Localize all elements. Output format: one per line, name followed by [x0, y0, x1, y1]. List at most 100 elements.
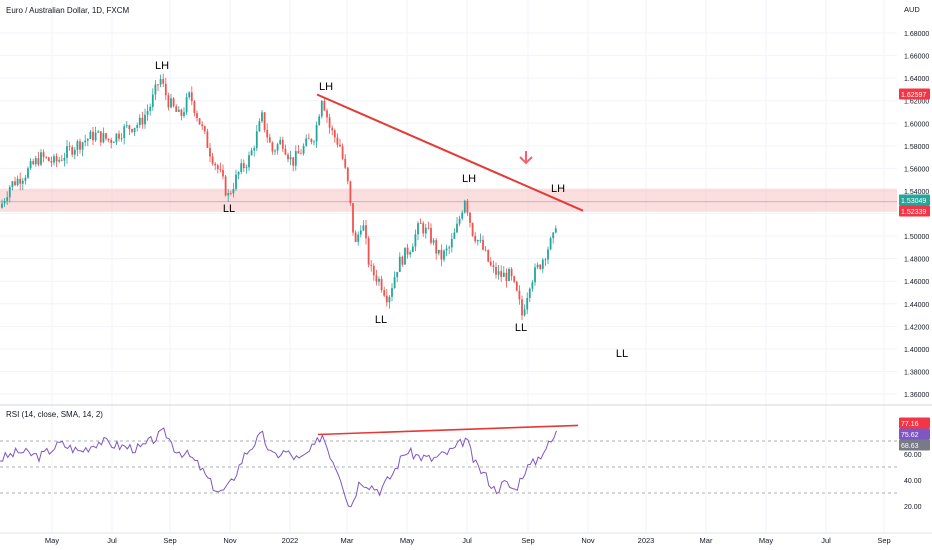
candle-body — [229, 193, 232, 194]
candle-body — [73, 149, 76, 155]
candle-body — [294, 151, 297, 166]
candle-body — [19, 178, 22, 184]
candle-body — [196, 113, 198, 119]
candle-body — [424, 227, 427, 234]
candle-body — [409, 252, 412, 255]
candle-body — [92, 131, 94, 141]
currency-label: AUD — [904, 5, 920, 14]
candle-body — [271, 142, 274, 152]
candle-body — [263, 112, 266, 130]
candle-body — [209, 147, 211, 157]
candle-body — [331, 127, 334, 131]
candle-body — [157, 84, 159, 86]
rsi-badge-3: 68.63 — [901, 443, 919, 450]
candle-body — [289, 157, 292, 160]
down-arrow-icon — [519, 151, 533, 165]
candle-body — [495, 266, 497, 275]
candle-body — [32, 161, 35, 165]
candle-body — [149, 106, 152, 111]
candle-body — [190, 92, 193, 102]
candle-body — [432, 240, 435, 243]
rsi-line — [0, 427, 557, 508]
candle-body — [66, 146, 68, 158]
candle-body — [388, 296, 391, 303]
candle-body — [414, 234, 417, 247]
candle-body — [37, 158, 40, 165]
candle-body — [76, 141, 79, 150]
candle-body — [328, 117, 331, 128]
candle-body — [219, 169, 222, 170]
time-tick-label: 2022 — [282, 536, 299, 545]
time-tick-label: Jul — [107, 536, 117, 545]
candle-body — [8, 186, 11, 198]
pivot-label: LH — [319, 81, 333, 93]
candle-body — [245, 167, 248, 169]
candle-body — [175, 106, 178, 112]
candle-body — [120, 138, 123, 139]
candle-body — [216, 165, 219, 170]
candle-body — [383, 290, 386, 296]
candle-body — [469, 212, 471, 223]
candle-body — [84, 140, 87, 143]
candle-body — [255, 131, 258, 149]
time-tick-label: May — [400, 536, 414, 545]
candle-body — [534, 267, 536, 283]
candle-body — [42, 152, 45, 158]
price-tick-label: 1.40000 — [904, 347, 929, 354]
candle-body — [274, 150, 276, 152]
rsi-badge-3-bg — [899, 439, 930, 451]
candle-body — [393, 277, 396, 289]
rsi-badge-1-bg — [899, 417, 930, 429]
candle-body — [482, 240, 484, 250]
candle-body — [505, 272, 508, 282]
candle-body — [398, 256, 401, 272]
candle-body — [60, 159, 63, 161]
candle-body — [183, 112, 185, 116]
time-tick-label: 2023 — [638, 536, 655, 545]
candle-body — [362, 225, 365, 231]
candle-body — [372, 265, 375, 276]
candle-body — [214, 163, 217, 166]
candle-body — [302, 145, 305, 154]
price-tick-label: 1.54000 — [904, 189, 929, 196]
price-tick-label: 1.42000 — [904, 324, 929, 331]
candle-body — [359, 230, 362, 235]
candle-body — [357, 234, 360, 242]
candle-body — [79, 141, 81, 150]
candle-body — [554, 228, 557, 233]
candle-body — [107, 138, 110, 140]
candle-body — [406, 247, 409, 255]
candle-body — [448, 247, 451, 249]
candle-body — [206, 131, 209, 148]
candle-body — [97, 131, 100, 133]
candle-body — [63, 157, 66, 161]
time-tick-label: May — [759, 536, 773, 545]
candle-body — [99, 131, 102, 143]
candle-body — [419, 223, 422, 225]
pivot-label: LL — [223, 203, 235, 215]
price-tick-label: 1.58000 — [904, 144, 929, 151]
candle-body — [281, 140, 284, 149]
candle-body — [461, 212, 464, 219]
candle-body — [94, 132, 97, 141]
candle-body — [86, 139, 89, 141]
candle-body — [341, 146, 344, 159]
candle-body — [297, 151, 300, 154]
candle-body — [466, 200, 469, 213]
candle-body — [89, 131, 92, 140]
descending-trendline[interactable] — [316, 93, 584, 212]
chart-title: Euro / Australian Dollar, 1D, FXCM — [6, 6, 129, 15]
candle-body — [235, 174, 237, 190]
candle-body — [510, 268, 513, 277]
candle-body — [547, 249, 549, 260]
candle-body — [162, 79, 165, 84]
time-axis[interactable]: May Jul Sep Nov 2022 Mar May Jul Sep Nov 2023 Mar Ma… — [0, 532, 932, 545]
rsi-axis[interactable]: 60.00 40.00 20.00 — [904, 452, 922, 511]
candle-body — [167, 95, 170, 108]
candle-body — [21, 180, 24, 184]
price-tick-label: 1.44000 — [904, 302, 929, 309]
candle-body — [151, 94, 154, 107]
candle-body — [515, 281, 518, 291]
rsi-trendline[interactable] — [317, 424, 579, 436]
